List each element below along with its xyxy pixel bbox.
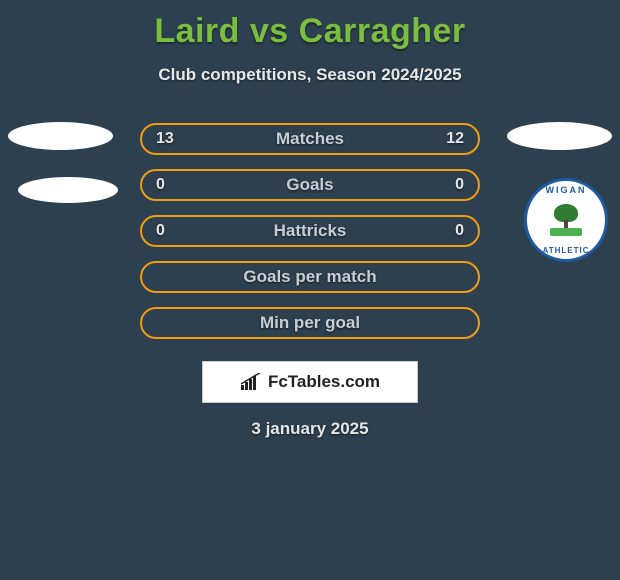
badge-top-text: WIGAN xyxy=(546,185,587,195)
stat-label: Matches xyxy=(276,129,344,149)
stat-left-value: 0 xyxy=(156,176,180,194)
stat-left-value: 0 xyxy=(156,222,180,240)
stat-row: Min per goal xyxy=(140,307,480,339)
stat-row: 13 Matches 12 xyxy=(140,123,480,155)
stat-label: Goals xyxy=(286,175,333,195)
stat-label: Hattricks xyxy=(274,221,347,241)
date-text: 3 january 2025 xyxy=(0,419,620,439)
badge-center xyxy=(544,198,588,242)
stat-right-value: 12 xyxy=(440,130,464,148)
bar-chart-icon xyxy=(240,373,262,391)
stat-row: Goals per match xyxy=(140,261,480,293)
stat-right-value: 0 xyxy=(440,176,464,194)
club-badge-right: WIGAN ATHLETIC xyxy=(524,178,608,262)
stat-label: Min per goal xyxy=(260,313,360,333)
stat-row: 0 Goals 0 xyxy=(140,169,480,201)
stat-right-value: 0 xyxy=(440,222,464,240)
page-title: Laird vs Carragher xyxy=(0,0,620,51)
brand-box: FcTables.com xyxy=(202,361,418,403)
player-right-shape-1 xyxy=(507,122,612,150)
subtitle: Club competitions, Season 2024/2025 xyxy=(0,65,620,85)
stat-left-value: 13 xyxy=(156,130,180,148)
badge-bottom-text: ATHLETIC xyxy=(543,246,590,255)
brand-text: FcTables.com xyxy=(268,372,380,392)
stat-label: Goals per match xyxy=(243,267,376,287)
stat-row: 0 Hattricks 0 xyxy=(140,215,480,247)
player-left-shape-1 xyxy=(8,122,113,150)
player-left-shape-2 xyxy=(18,177,118,203)
